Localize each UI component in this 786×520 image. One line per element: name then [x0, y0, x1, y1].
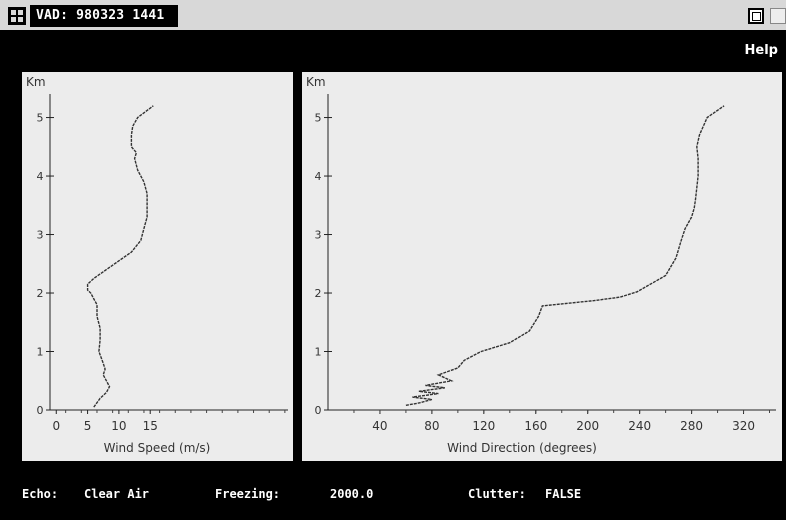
- x-tick-label: 0: [52, 419, 60, 433]
- wind-direction-panel: Km Wind Direction (degrees) 0 1 2 3 4 5 40 80 12…: [302, 72, 782, 461]
- x-tick-label: 80: [424, 419, 439, 433]
- maximize-button[interactable]: [748, 8, 764, 24]
- x-axis-label: Wind Direction (degrees): [447, 441, 597, 455]
- x-tick-label: 40: [372, 419, 387, 433]
- y-tick-label: 0: [37, 404, 44, 417]
- y-axis-label: Km: [306, 75, 326, 89]
- help-menu[interactable]: Help: [744, 43, 778, 58]
- x-tick-label: 5: [84, 419, 92, 433]
- y-tick-label: 0: [315, 404, 322, 417]
- x-tick-label: 200: [576, 419, 599, 433]
- x-tick-label: 10: [111, 419, 126, 433]
- y-tick-label: 1: [37, 346, 44, 359]
- y-tick-label: 4: [37, 170, 44, 183]
- wind-speed-chart: Km Wind Speed (m/s) 0 1 2 3 4 5 0 5 10 15: [26, 75, 288, 455]
- close-button[interactable]: [770, 8, 786, 24]
- title-bar: VAD: 980323 1441: [0, 0, 786, 32]
- window-menu-icon[interactable]: [8, 7, 26, 25]
- x-tick-label: 160: [524, 419, 547, 433]
- freezing-value: 2000.0: [330, 487, 374, 501]
- x-tick-label: 120: [472, 419, 495, 433]
- echo-value: Clear Air: [84, 487, 150, 501]
- x-tick-label: 280: [680, 419, 703, 433]
- y-axis-label: Km: [26, 75, 46, 89]
- x-axis-label: Wind Speed (m/s): [104, 441, 211, 455]
- y-tick-label: 2: [315, 287, 322, 300]
- y-tick-label: 3: [315, 229, 322, 242]
- freezing-label: Freezing:: [215, 487, 281, 501]
- y-tick-label: 5: [315, 112, 322, 125]
- echo-label: Echo:: [22, 487, 59, 501]
- maximize-icon: [752, 12, 761, 21]
- clutter-value: FALSE: [545, 487, 582, 501]
- y-tick-label: 4: [315, 170, 322, 183]
- window-title: VAD: 980323 1441: [36, 8, 165, 23]
- series-line: [86, 105, 154, 408]
- wind-speed-panel: Km Wind Speed (m/s) 0 1 2 3 4 5 0 5 10 15: [22, 72, 293, 461]
- series-line: [405, 105, 725, 406]
- y-tick-label: 2: [37, 287, 44, 300]
- wind-direction-chart: Km Wind Direction (degrees) 0 1 2 3 4 5 40 80 12…: [306, 75, 776, 455]
- window-title-box: VAD: 980323 1441: [30, 5, 178, 27]
- y-tick-label: 1: [315, 346, 322, 359]
- y-tick-label: 5: [37, 112, 44, 125]
- clutter-label: Clutter:: [468, 487, 526, 501]
- x-tick-label: 320: [732, 419, 755, 433]
- x-tick-label: 240: [628, 419, 651, 433]
- y-tick-label: 3: [37, 229, 44, 242]
- x-tick-label: 15: [143, 419, 158, 433]
